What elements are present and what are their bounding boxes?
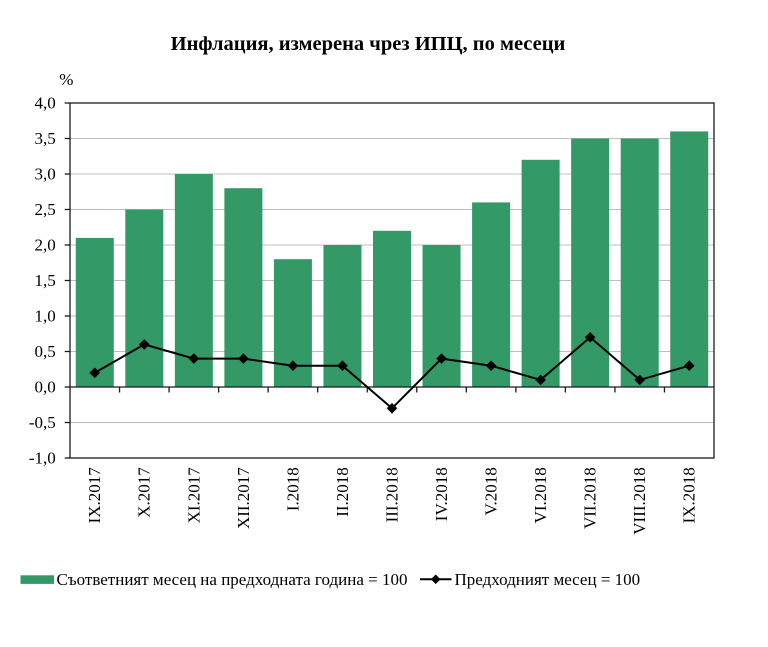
svg-text:VII.2018: VII.2018 <box>581 467 600 529</box>
svg-text:Инфлация, измерена чрез ИПЦ, п: Инфлация, измерена чрез ИПЦ, по месеци <box>171 33 566 55</box>
svg-text:3,0: 3,0 <box>35 164 56 183</box>
svg-text:%: % <box>59 70 73 89</box>
svg-text:XII.2017: XII.2017 <box>234 467 253 529</box>
svg-text:0,0: 0,0 <box>35 377 56 396</box>
svg-text:IV.2018: IV.2018 <box>432 467 451 521</box>
svg-text:V.2018: V.2018 <box>481 467 500 515</box>
svg-text:3,5: 3,5 <box>35 129 56 148</box>
svg-text:II.2018: II.2018 <box>333 467 352 517</box>
svg-text:IX.2018: IX.2018 <box>680 467 699 523</box>
svg-text:IX.2017: IX.2017 <box>85 467 104 524</box>
svg-text:X.2017: X.2017 <box>135 467 154 518</box>
svg-text:Предходният месец = 100: Предходният месец = 100 <box>455 570 641 589</box>
svg-text:2,0: 2,0 <box>35 235 56 254</box>
svg-text:0,5: 0,5 <box>35 342 56 361</box>
svg-text:I.2018: I.2018 <box>283 467 302 511</box>
svg-text:VI.2018: VI.2018 <box>531 467 550 523</box>
svg-text:-1,0: -1,0 <box>29 448 56 467</box>
svg-text:1,5: 1,5 <box>35 271 56 290</box>
svg-text:VIII.2018: VIII.2018 <box>630 467 649 535</box>
svg-text:XI.2017: XI.2017 <box>184 467 203 524</box>
svg-text:III.2018: III.2018 <box>382 467 401 522</box>
svg-text:2,5: 2,5 <box>35 200 56 219</box>
svg-text:4,0: 4,0 <box>35 93 56 112</box>
svg-text:1,0: 1,0 <box>35 306 56 325</box>
svg-text:-0,5: -0,5 <box>29 413 56 432</box>
svg-text:Съответният месец на предходна: Съответният месец на предходната година … <box>57 570 408 589</box>
